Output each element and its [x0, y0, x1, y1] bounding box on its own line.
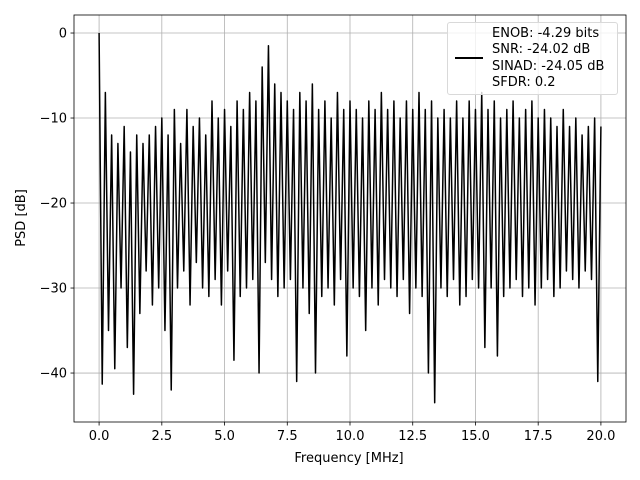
legend: ENOB: -4.29 bits SNR: -24.02 dB SINAD: -…	[447, 22, 618, 95]
y-tick-label: −30	[40, 282, 67, 297]
y-tick-label: 0	[59, 27, 67, 42]
x-tick-label: 5.0	[214, 429, 235, 444]
plot-frame	[73, 14, 627, 423]
x-tick-label: 20.0	[586, 429, 615, 444]
x-tick-label: 10.0	[336, 429, 365, 444]
x-tick-label: 2.5	[151, 429, 172, 444]
x-tick-label: 12.5	[398, 429, 427, 444]
y-tick-label: −10	[40, 112, 67, 127]
legend-swatch-box	[455, 57, 483, 59]
y-axis-label: PSD [dB]	[14, 189, 29, 247]
x-tick-label: 15.0	[461, 429, 490, 444]
y-tick-label: −40	[40, 367, 67, 382]
legend-label: ENOB: -4.29 bits SNR: -24.02 dB SINAD: -…	[492, 26, 605, 90]
series-line	[98, 33, 602, 404]
x-tick-label: 7.5	[277, 429, 298, 444]
x-tick-label: 0.0	[89, 429, 110, 444]
x-axis-label: Frequency [MHz]	[294, 451, 403, 466]
x-tick-label: 17.5	[524, 429, 553, 444]
y-tick-label: −20	[40, 197, 67, 212]
